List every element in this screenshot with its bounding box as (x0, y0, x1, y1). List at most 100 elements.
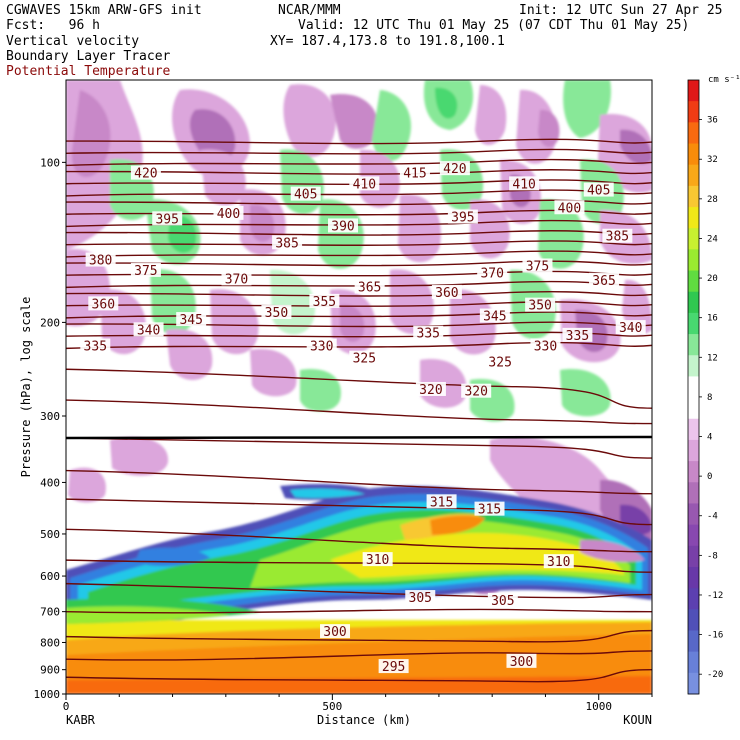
theta-label-box (543, 554, 574, 569)
theta-label-text: 410 (512, 177, 535, 192)
theta-label-box (290, 186, 321, 201)
theta-label-box (272, 235, 303, 250)
theta-label-box (474, 501, 505, 516)
theta-contour (66, 260, 652, 267)
theta-label: 400 (213, 205, 244, 222)
theta-label-box (88, 296, 119, 311)
x-tick-label: 500 (322, 700, 342, 713)
theta-label-box (506, 653, 537, 668)
x-axis: 0 500 1000 (63, 694, 653, 713)
theta-label: 410 (509, 176, 540, 192)
theta-label-text: 305 (491, 594, 514, 609)
valid-time: Valid: 12 UTC Thu 01 May 25 (07 CDT Thu … (298, 18, 690, 33)
theta-contour (66, 399, 652, 425)
y-tick-label: 300 (40, 410, 60, 423)
theta-label: 320 (461, 383, 492, 400)
theta-label: 315 (474, 501, 505, 518)
colorbar-swatch (688, 482, 699, 504)
theta-label: 295 (378, 659, 409, 675)
colorbar-tick-label: -8 (707, 551, 718, 561)
theta-label: 310 (362, 552, 393, 568)
colorbar: 36 32 28 24 20 16 12 8 4 0 -4 -8 -12 -16 -20 (687, 79, 723, 695)
theta-label-box (405, 590, 436, 605)
colorbar-swatch (688, 651, 699, 674)
theta-label-box (413, 325, 444, 340)
theta-label-box (530, 338, 561, 353)
theta-label-box (176, 312, 207, 327)
theta-label-text: 310 (547, 555, 570, 570)
theta-label: 340 (133, 322, 164, 338)
theta-label-box (509, 176, 540, 191)
theta-label-box (85, 252, 116, 267)
y-tick-label: 700 (40, 606, 60, 619)
theta-label: 335 (562, 327, 593, 344)
theta-label-box (130, 165, 161, 180)
theta-label-text: 365 (358, 281, 381, 296)
cross-section-coordinates: XY= 187.4,173.8 to 191.8,100.1 (270, 34, 505, 49)
colorbar-tick-label: -4 (707, 512, 718, 522)
theta-label-text: 380 (89, 254, 112, 269)
theta-label-box (320, 624, 351, 639)
theta-label-box (328, 218, 359, 233)
colorbar-swatch (688, 291, 699, 314)
theta-label-box (362, 552, 393, 567)
theta-contour (66, 240, 652, 246)
colorbar-swatch (688, 270, 699, 293)
theta-label-text: 295 (382, 660, 405, 675)
theta-label-text: 420 (134, 167, 157, 182)
theta-label-box (602, 228, 633, 243)
colorbar-tick-label: 4 (707, 433, 712, 443)
colorbar-swatch (688, 80, 699, 102)
theta-label: 365 (589, 272, 620, 289)
colorbar-swatch (688, 439, 699, 462)
theta-label: 335 (80, 338, 111, 354)
theta-label-text: 340 (619, 321, 642, 336)
theta-label: 390 (328, 218, 359, 234)
theta-contour (66, 199, 652, 206)
theta-label-box (485, 354, 516, 369)
theta-label-box (461, 383, 492, 398)
theta-label-box (426, 494, 457, 509)
theta-contour (66, 437, 652, 459)
theta-label-box (213, 205, 244, 220)
org-label: NCAR/MMM (278, 3, 341, 18)
y-tick-label: 100 (40, 156, 60, 169)
theta-label-text: 375 (526, 260, 549, 275)
colorbar-tick-label: -20 (707, 670, 723, 680)
theta-label-box (487, 592, 518, 607)
colorbar-tick-label: 16 (707, 314, 718, 324)
theta-label-box (133, 322, 164, 337)
theta-contour (66, 608, 652, 614)
theta-label-text: 320 (464, 385, 487, 400)
boundary-layer-tracer (66, 484, 652, 694)
x-tick-label: 1000 (585, 700, 612, 713)
colorbar-swatch (688, 355, 699, 377)
colorbar-swatch (688, 545, 699, 568)
theta-contour (66, 219, 652, 228)
field-vertical-velocity: Vertical velocity (6, 34, 140, 49)
theta-label-box (583, 182, 614, 197)
colorbar-tick-label: 0 (707, 472, 712, 482)
theta-label-text: 310 (366, 553, 389, 568)
theta-label: 340 (615, 320, 646, 336)
theta-label-box (477, 265, 508, 280)
colorbar-swatch (688, 164, 699, 187)
theta-label-box (152, 211, 183, 226)
theta-label-text: 400 (217, 207, 240, 222)
theta-label-box (306, 338, 337, 353)
potential-temperature-labels: 420 410 415 420 410 405 405 400 400 395 395 390 385 3… (80, 161, 646, 675)
theta-label: 385 (272, 235, 303, 251)
theta-label-box (525, 297, 556, 312)
theta-label-text: 350 (528, 299, 551, 314)
theta-label-text: 370 (480, 267, 503, 282)
theta-label-text: 315 (430, 495, 453, 510)
theta-contour (66, 138, 652, 145)
theta-label: 370 (221, 271, 252, 287)
theta-label-text: 355 (313, 295, 336, 310)
theta-label-text: 415 (403, 167, 426, 182)
colorbar-swatch (688, 101, 699, 123)
theta-label: 405 (583, 182, 614, 199)
colorbar-swatch (688, 143, 699, 166)
theta-label-text: 325 (353, 352, 376, 367)
